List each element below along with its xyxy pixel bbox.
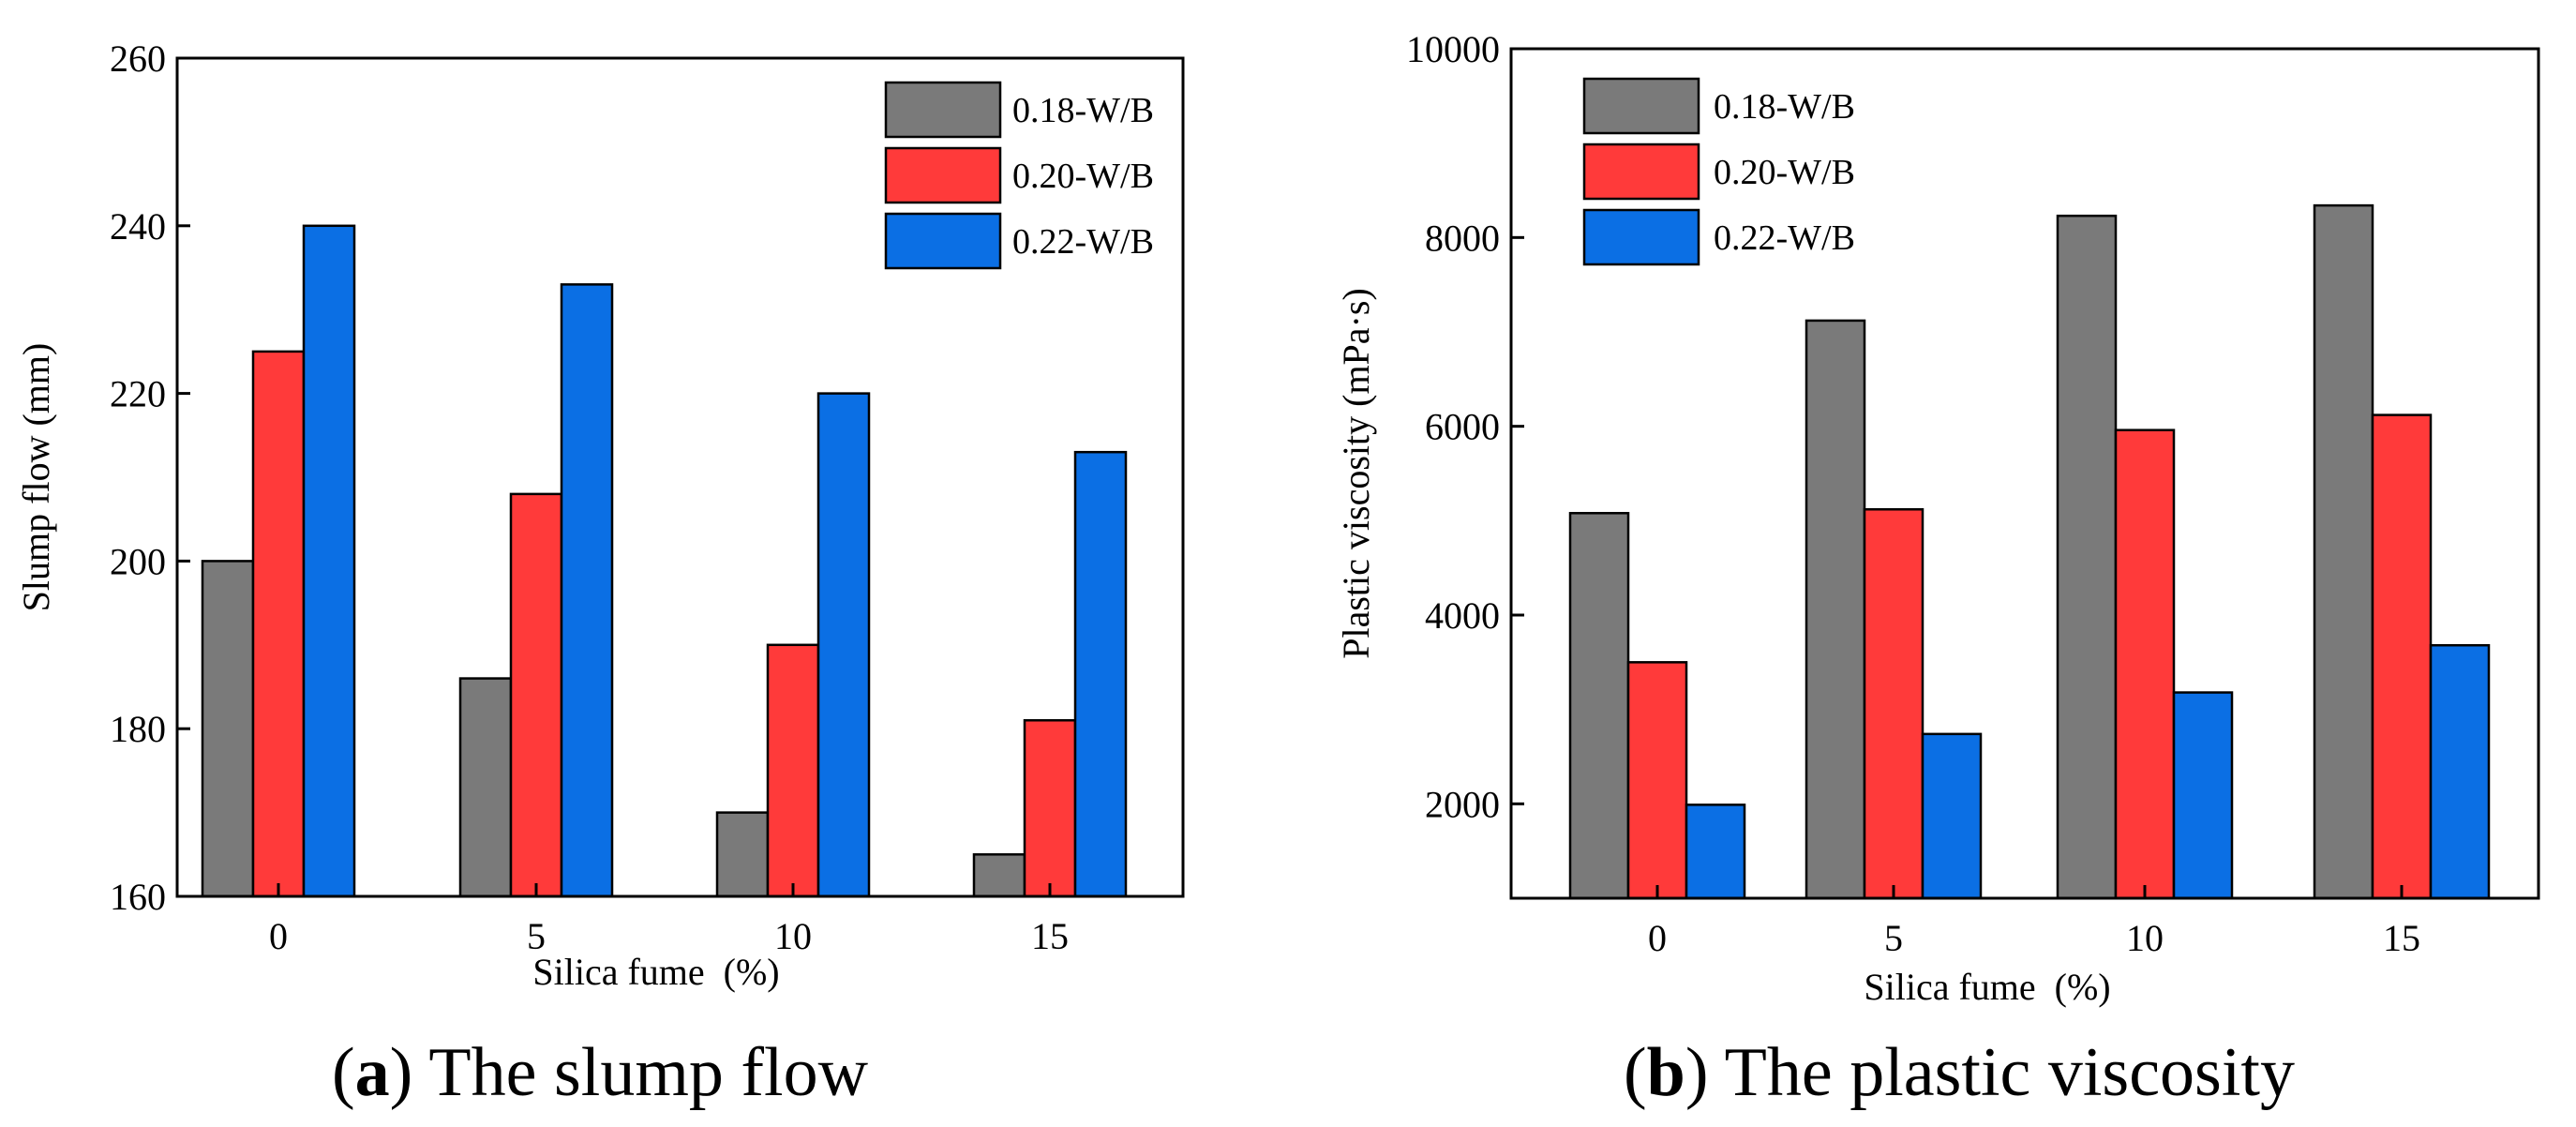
bar-020WB-10[interactable] xyxy=(2114,428,2176,900)
y-axis-label: Slump flow (mm) xyxy=(15,343,57,612)
legend-label: 0.22-W/B xyxy=(1714,218,1855,258)
bar-018WB-15[interactable] xyxy=(972,853,1026,898)
legend-label: 0.20-W/B xyxy=(1012,157,1154,196)
caption-letter: b xyxy=(1647,1034,1685,1111)
caption: (b) The plastic viscosity xyxy=(1624,1034,2295,1111)
caption-close-paren: ) xyxy=(1685,1034,1725,1111)
x-tick-label: 15 xyxy=(1031,915,1069,957)
x-tick-label: 15 xyxy=(2383,917,2420,959)
legend: 0.18-W/B 0.20-W/B 0.22-W/B xyxy=(1582,77,1855,266)
legend-swatch xyxy=(1582,77,1700,135)
x-axis-label: Silica fume (%) xyxy=(532,951,779,993)
plot-frame xyxy=(175,56,1185,898)
x-tick-label: 10 xyxy=(2126,917,2164,959)
x-tick-label: 0 xyxy=(269,915,288,957)
bar-018WB-15[interactable] xyxy=(2313,203,2374,900)
legend-label: 0.22-W/B xyxy=(1012,222,1154,262)
y-tick-label: 4000 xyxy=(1425,594,1500,637)
legend-swatch xyxy=(1582,143,1700,201)
x-axis-label: Silica fume (%) xyxy=(1864,966,2110,1008)
bar-020WB-15[interactable] xyxy=(1023,719,1077,898)
bar-020WB-10[interactable] xyxy=(766,643,820,898)
caption-close-paren: ) xyxy=(390,1034,429,1111)
legend-swatch xyxy=(884,212,1002,270)
legend-swatch xyxy=(884,146,1002,204)
bar-020WB-15[interactable] xyxy=(2371,413,2433,900)
legend-label: 0.18-W/B xyxy=(1714,87,1855,127)
bar-018WB-5[interactable] xyxy=(458,677,513,898)
x-tick-label: 0 xyxy=(1648,917,1667,959)
caption-open-paren: ( xyxy=(332,1034,355,1111)
y-tick-label: 200 xyxy=(110,540,166,582)
y-tick-label: 2000 xyxy=(1425,783,1500,825)
bar-022WB-5[interactable] xyxy=(1921,732,1983,900)
bar-022WB-10[interactable] xyxy=(2172,691,2234,900)
bar-022WB-10[interactable] xyxy=(816,392,871,898)
bar-020WB-5[interactable] xyxy=(1863,508,1925,900)
y-tick-label: 6000 xyxy=(1425,406,1500,448)
legend-swatch xyxy=(1582,208,1700,266)
y-tick-label: 240 xyxy=(110,205,166,248)
x-tick-label: 10 xyxy=(774,915,812,957)
bar-022WB-15[interactable] xyxy=(2429,643,2491,900)
y-tick-label: 260 xyxy=(110,38,166,80)
caption: (a) The slump flow xyxy=(332,1034,869,1111)
y-tick-label: 8000 xyxy=(1425,217,1500,259)
bar-020WB-0[interactable] xyxy=(1626,661,1688,900)
bar-020WB-5[interactable] xyxy=(509,492,563,898)
bar-022WB-5[interactable] xyxy=(560,283,614,898)
y-tick-label: 10000 xyxy=(1406,28,1500,70)
y-tick-label: 160 xyxy=(110,876,166,918)
x-tick-label: 5 xyxy=(1884,917,1903,959)
bar-018WB-10[interactable] xyxy=(2056,214,2118,900)
x-tick-label: 5 xyxy=(527,915,546,957)
caption-text: The slump flow xyxy=(428,1034,868,1111)
legend-swatch xyxy=(884,81,1002,139)
caption-open-paren: ( xyxy=(1624,1034,1647,1111)
legend: 0.18-W/B 0.20-W/B 0.22-W/B xyxy=(884,81,1154,270)
bar-018WB-10[interactable] xyxy=(715,811,770,898)
chart-panel-slump-flow: 160 180 200 220 240 260 0 5 10 15 Silica fume (%) S… xyxy=(15,38,1185,1111)
y-tick-label: 220 xyxy=(110,373,166,415)
bar-022WB-0[interactable] xyxy=(1685,804,1746,900)
caption-text: The plastic viscosity xyxy=(1725,1034,2295,1111)
caption-letter: a xyxy=(355,1034,390,1111)
y-tick-label: 180 xyxy=(110,708,166,750)
legend-label: 0.18-W/B xyxy=(1012,91,1154,130)
legend-label: 0.20-W/B xyxy=(1714,153,1855,192)
plot-frame xyxy=(1509,47,2540,900)
bar-018WB-5[interactable] xyxy=(1805,319,1866,900)
bar-022WB-0[interactable] xyxy=(302,224,356,898)
bar-018WB-0[interactable] xyxy=(1568,512,1630,900)
y-axis-label: Plastic viscosity (mPa·s) xyxy=(1335,288,1377,659)
chart-panel-plastic-viscosity: 2000 4000 6000 8000 10000 0 5 10 15 Silica fume (… xyxy=(1335,28,2540,1111)
bar-018WB-0[interactable] xyxy=(201,560,255,898)
bar-020WB-0[interactable] xyxy=(251,350,306,898)
bar-022WB-15[interactable] xyxy=(1073,450,1128,898)
